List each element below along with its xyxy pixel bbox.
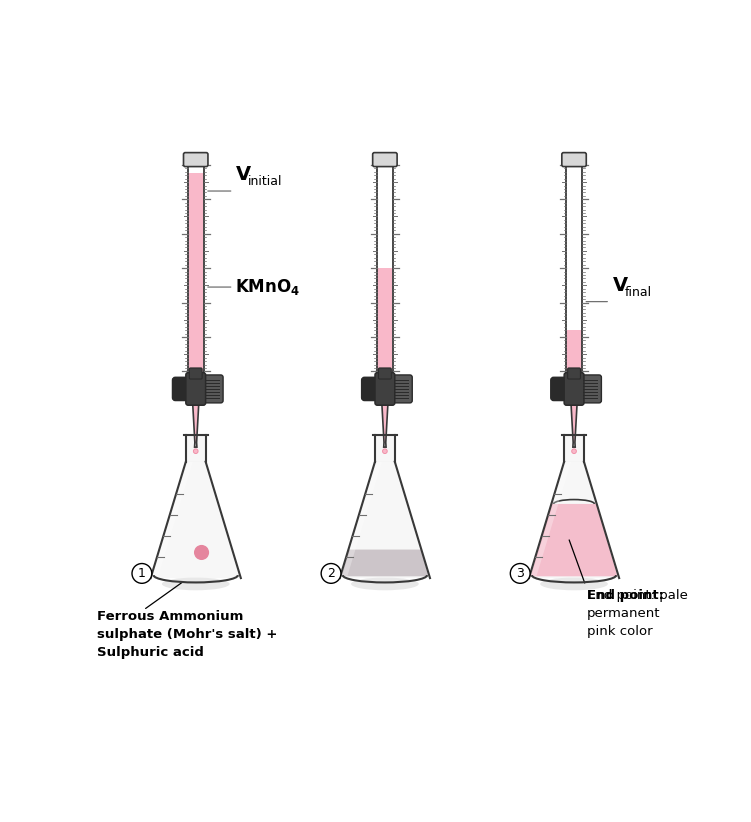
- FancyBboxPatch shape: [201, 375, 223, 403]
- Text: initial: initial: [248, 175, 282, 188]
- Polygon shape: [342, 462, 382, 578]
- Polygon shape: [151, 462, 241, 578]
- Circle shape: [194, 545, 209, 560]
- Ellipse shape: [540, 578, 608, 590]
- Polygon shape: [529, 462, 619, 578]
- FancyBboxPatch shape: [375, 372, 395, 405]
- Polygon shape: [375, 436, 395, 462]
- FancyBboxPatch shape: [568, 368, 581, 379]
- Circle shape: [382, 449, 388, 454]
- Polygon shape: [531, 504, 617, 576]
- Text: 3: 3: [516, 567, 524, 580]
- FancyBboxPatch shape: [183, 153, 208, 167]
- Text: final: final: [625, 286, 652, 298]
- Ellipse shape: [162, 578, 230, 590]
- Polygon shape: [193, 400, 198, 442]
- Polygon shape: [189, 173, 204, 372]
- Polygon shape: [377, 268, 393, 372]
- FancyBboxPatch shape: [390, 375, 412, 403]
- FancyBboxPatch shape: [362, 377, 380, 400]
- Polygon shape: [566, 372, 581, 386]
- Text: 2: 2: [327, 567, 335, 580]
- FancyBboxPatch shape: [173, 377, 191, 400]
- Polygon shape: [377, 372, 393, 386]
- Text: Ferrous Ammonium
sulphate (Mohr's salt) +
Sulphuric acid: Ferrous Ammonium sulphate (Mohr's salt) …: [97, 610, 277, 659]
- Text: End point:: End point:: [587, 589, 664, 602]
- Polygon shape: [564, 436, 584, 462]
- Text: $\mathbf{V}$: $\mathbf{V}$: [612, 275, 629, 294]
- FancyBboxPatch shape: [562, 153, 587, 167]
- Circle shape: [321, 564, 341, 584]
- Polygon shape: [185, 436, 206, 462]
- Circle shape: [572, 449, 576, 454]
- FancyBboxPatch shape: [379, 368, 391, 379]
- Text: $\mathbf{V}$: $\mathbf{V}$: [235, 165, 252, 184]
- Polygon shape: [189, 372, 204, 386]
- FancyBboxPatch shape: [579, 375, 602, 403]
- Text: $\mathbf{KMnO_4}$: $\mathbf{KMnO_4}$: [235, 277, 300, 297]
- Polygon shape: [342, 550, 428, 576]
- Polygon shape: [382, 400, 388, 442]
- Polygon shape: [566, 330, 581, 372]
- Polygon shape: [339, 462, 430, 578]
- FancyBboxPatch shape: [564, 372, 584, 405]
- Text: End point: pale
permanent
pink color: End point: pale permanent pink color: [587, 589, 688, 638]
- Polygon shape: [531, 462, 572, 578]
- Polygon shape: [572, 400, 577, 442]
- Polygon shape: [152, 462, 193, 578]
- Circle shape: [132, 564, 152, 584]
- FancyBboxPatch shape: [372, 153, 397, 167]
- Text: 1: 1: [138, 567, 146, 580]
- Circle shape: [194, 449, 198, 454]
- FancyBboxPatch shape: [189, 368, 202, 379]
- FancyBboxPatch shape: [550, 377, 569, 400]
- Circle shape: [511, 564, 530, 584]
- Ellipse shape: [351, 578, 419, 590]
- FancyBboxPatch shape: [185, 372, 206, 405]
